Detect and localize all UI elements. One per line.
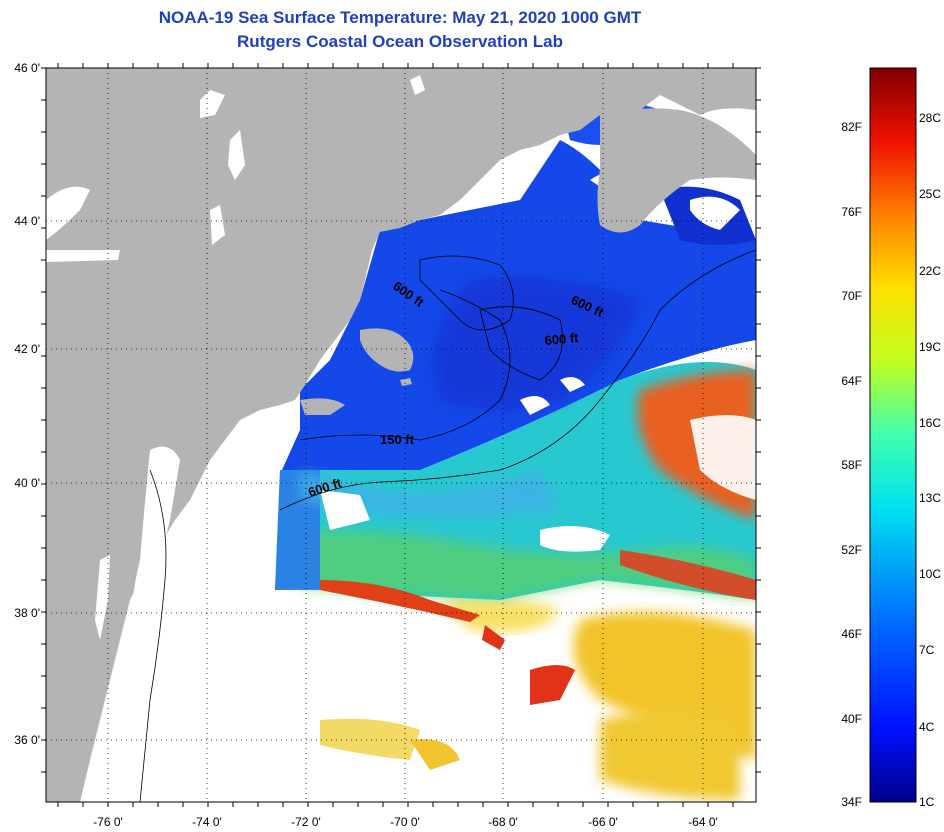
map-subtitle: Rutgers Coastal Ocean Observation Lab <box>237 32 563 51</box>
map-frame <box>45 67 757 803</box>
lat-label: 36 0' <box>14 733 40 747</box>
contour-label: 600 ft <box>544 330 580 348</box>
cb-c-label: 4C <box>919 720 935 734</box>
map-body <box>46 68 756 802</box>
cb-c-label: 28C <box>919 111 941 125</box>
land <box>46 68 756 802</box>
cb-f-label: 34F <box>841 795 862 809</box>
cb-f-label: 64F <box>841 374 862 388</box>
cb-c-label: 7C <box>919 643 935 657</box>
cb-c-label: 10C <box>919 567 941 581</box>
cb-c-label: 22C <box>919 264 941 278</box>
lon-label: -76 0' <box>93 815 123 829</box>
cb-f-label: 46F <box>841 627 862 641</box>
graticule <box>46 68 756 802</box>
lon-label: -64 0' <box>688 815 718 829</box>
depth-contours <box>139 249 756 802</box>
lon-label: -68 0' <box>488 815 518 829</box>
map-title: NOAA-19 Sea Surface Temperature: May 21,… <box>158 8 642 27</box>
cb-c-label: 25C <box>919 187 941 201</box>
lakes-and-bays <box>46 75 425 802</box>
cb-f-label: 52F <box>841 543 862 557</box>
lat-label: 46 0' <box>14 61 40 75</box>
longitude-labels: -76 0' -74 0' -72 0' -70 0' -68 0' -66 0… <box>93 815 718 829</box>
lat-label: 44 0' <box>14 214 40 228</box>
lon-label: -74 0' <box>192 815 222 829</box>
water-warm-south <box>300 580 756 802</box>
colorbar-fahrenheit-labels: 82F 76F 70F 64F 58F 52F 46F 40F 34F <box>841 120 862 809</box>
cb-c-label: 13C <box>919 491 941 505</box>
lat-label: 40 0' <box>14 476 40 490</box>
cb-f-label: 76F <box>841 205 862 219</box>
lon-label: -70 0' <box>390 815 420 829</box>
cb-f-label: 40F <box>841 712 862 726</box>
latitude-labels: 46 0' 44 0' 42 0' 40 0' 38 0' 36 0' <box>14 61 40 747</box>
lat-label: 42 0' <box>14 342 40 356</box>
cb-f-label: 82F <box>841 120 862 134</box>
cb-f-label: 58F <box>841 458 862 472</box>
contour-label: 150 ft <box>380 432 415 447</box>
lon-label: -72 0' <box>291 815 321 829</box>
colorbar-celsius-labels: 28C 25C 22C 19C 16C 13C 10C 7C 4C 1C <box>919 111 941 809</box>
lat-label: 38 0' <box>14 606 40 620</box>
cb-c-label: 16C <box>919 416 941 430</box>
cb-c-label: 1C <box>919 795 935 809</box>
cb-f-label: 70F <box>841 289 862 303</box>
cb-c-label: 19C <box>919 340 941 354</box>
colorbar: 82F 76F 70F 64F 58F 52F 46F 40F 34F 28C … <box>841 67 941 809</box>
colorbar-gradient <box>869 67 917 803</box>
lon-label: -66 0' <box>588 815 618 829</box>
axis-ticks <box>41 63 761 807</box>
